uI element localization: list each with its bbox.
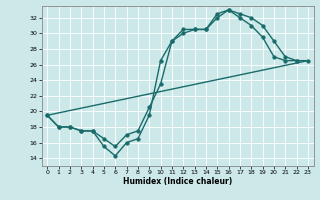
X-axis label: Humidex (Indice chaleur): Humidex (Indice chaleur)	[123, 177, 232, 186]
